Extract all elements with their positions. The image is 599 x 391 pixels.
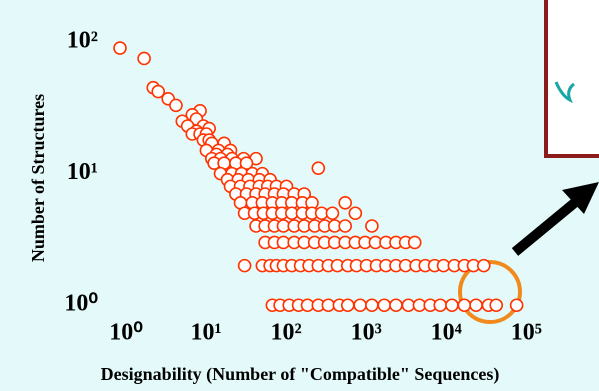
point xyxy=(114,42,126,54)
point xyxy=(354,299,366,311)
point xyxy=(478,260,490,272)
point xyxy=(490,299,502,311)
point xyxy=(511,299,523,311)
point xyxy=(339,197,351,209)
point xyxy=(339,220,351,232)
point xyxy=(366,299,378,311)
point xyxy=(138,52,150,64)
point xyxy=(312,162,324,174)
point xyxy=(409,236,421,248)
point xyxy=(446,299,458,311)
x-tick-label: 10⁰ xyxy=(109,320,143,346)
y-tick-label: 10⁰ xyxy=(64,291,98,317)
x-tick-label: 10⁴ xyxy=(431,320,462,346)
x-axis-label: Designability (Number of "Compatible" Se… xyxy=(101,364,500,385)
point xyxy=(458,299,470,311)
y-axis-label: Number of Structures xyxy=(28,94,48,262)
inset-box xyxy=(546,0,599,156)
point xyxy=(378,299,390,311)
point xyxy=(322,299,334,311)
point xyxy=(402,299,414,311)
x-tick-label: 10⁵ xyxy=(511,320,542,346)
point xyxy=(326,207,338,219)
x-tick-label: 10¹ xyxy=(190,320,221,346)
y-tick-label: 10² xyxy=(67,27,98,53)
point xyxy=(366,220,378,232)
point xyxy=(170,99,182,111)
point xyxy=(239,260,251,272)
point xyxy=(349,207,361,219)
x-tick-label: 10³ xyxy=(351,320,382,346)
point xyxy=(470,299,482,311)
point xyxy=(342,299,354,311)
y-tick-label: 10¹ xyxy=(67,159,98,185)
point xyxy=(434,299,446,311)
chart: Designability (Number of "Compatible" Se… xyxy=(0,0,599,391)
page: Designability (Number of "Compatible" Se… xyxy=(0,0,599,391)
x-tick-label: 10² xyxy=(271,320,302,346)
point xyxy=(390,299,402,311)
